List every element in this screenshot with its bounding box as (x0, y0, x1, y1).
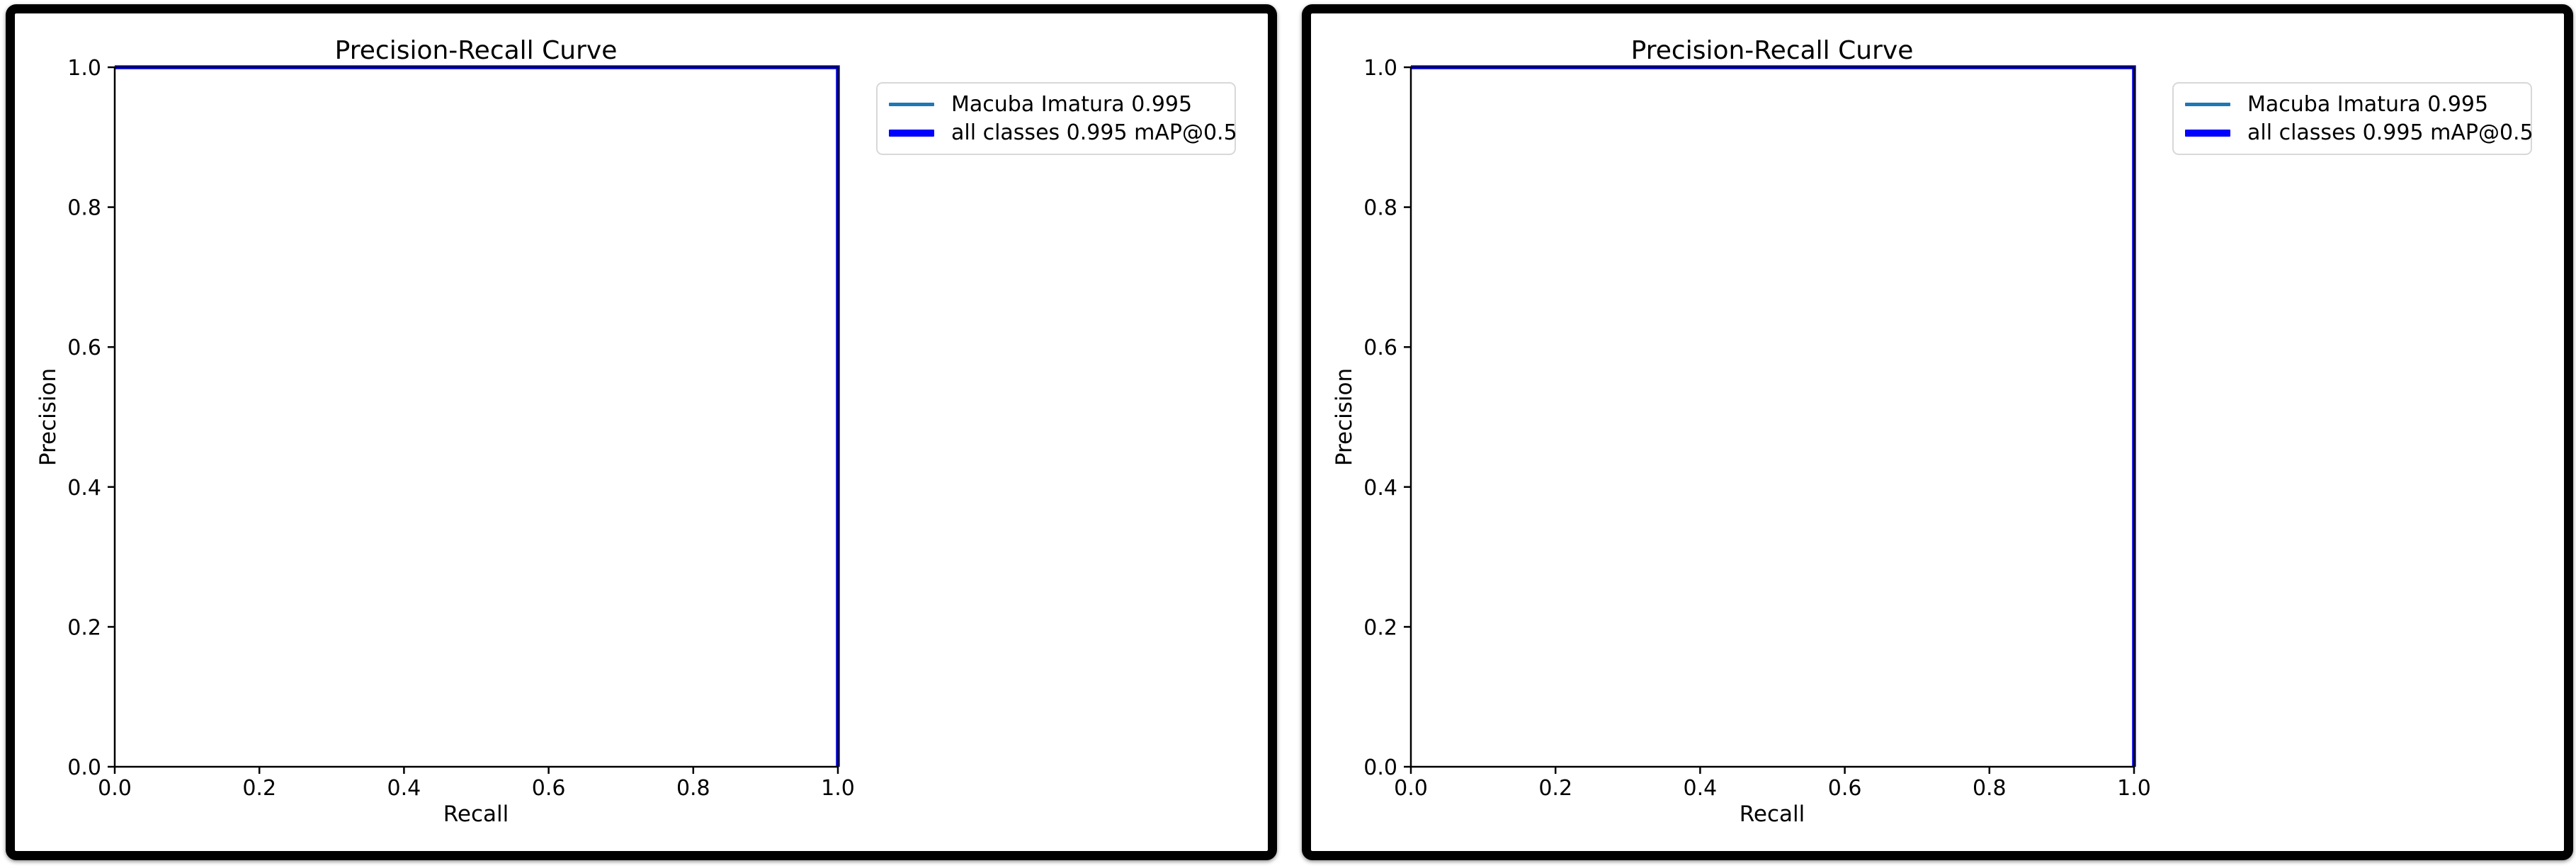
legend-line-swatch (889, 102, 934, 106)
legend-label: all classes 0.995 mAP@0.5 (2247, 120, 2534, 146)
svg-text:0.4: 0.4 (1363, 476, 1397, 501)
figure-content: 0.0 0.2 0.4 0.6 0.8 1.0 0.0 0.2 0.4 0.6 0.8 1.0 Pre… (1311, 13, 2564, 851)
pr-curve-panel-left: 0.0 0.2 0.4 0.6 0.8 1.0 0.0 0.2 0.4 0.6 0.8 1.0 Pre… (6, 4, 1277, 860)
plot-area: 0.0 0.2 0.4 0.6 0.8 1.0 0.0 0.2 0.4 0.6 0.8 1.0 (1363, 56, 2151, 801)
pr-curve-panel-right: 0.0 0.2 0.4 0.6 0.8 1.0 0.0 0.2 0.4 0.6 0.8 1.0 Pre… (1302, 4, 2573, 860)
x-axis-label: Recall (1739, 801, 1805, 827)
svg-text:0.6: 0.6 (1363, 336, 1397, 360)
svg-text:0.6: 0.6 (532, 776, 566, 801)
chart-title: Precision-Recall Curve (1630, 36, 1914, 65)
svg-text:0.8: 0.8 (67, 196, 101, 221)
svg-text:1.0: 1.0 (67, 56, 101, 81)
svg-text:0.0: 0.0 (67, 755, 101, 780)
plot-area: 0.0 0.2 0.4 0.6 0.8 1.0 0.0 0.2 0.4 0.6 0.8 1.0 (67, 56, 855, 801)
svg-text:1.0: 1.0 (1363, 56, 1397, 81)
svg-text:0.4: 0.4 (67, 476, 101, 501)
svg-text:0.6: 0.6 (1828, 776, 1862, 801)
legend-item: Macuba Imatura 0.995 (889, 92, 1223, 117)
x-axis-label: Recall (443, 801, 509, 827)
legend-label: Macuba Imatura 0.995 (951, 91, 1193, 117)
svg-text:0.2: 0.2 (1363, 615, 1397, 640)
svg-text:0.0: 0.0 (1363, 755, 1397, 780)
svg-text:0.2: 0.2 (242, 776, 276, 801)
svg-text:0.8: 0.8 (676, 776, 710, 801)
legend-line-swatch (2185, 102, 2230, 106)
svg-text:0.4: 0.4 (387, 776, 421, 801)
y-axis-label: Precision (1332, 367, 1357, 467)
legend-line-swatch (889, 129, 934, 137)
legend-box: Macuba Imatura 0.995 all classes 0.995 m… (2172, 82, 2534, 155)
svg-text:1.0: 1.0 (821, 776, 855, 801)
legend-label: Macuba Imatura 0.995 (2247, 91, 2489, 117)
y-axis-label: Precision (35, 367, 61, 467)
legend-box: Macuba Imatura 0.995 all classes 0.995 m… (876, 82, 1237, 155)
svg-text:0.8: 0.8 (1973, 776, 2007, 801)
svg-text:0.0: 0.0 (1394, 776, 1428, 801)
svg-text:0.6: 0.6 (67, 336, 101, 360)
svg-text:0.4: 0.4 (1684, 776, 1718, 801)
legend-label: all classes 0.995 mAP@0.5 (951, 120, 1237, 146)
legend-item: all classes 0.995 mAP@0.5 (889, 120, 1237, 145)
chart-title: Precision-Recall Curve (334, 36, 618, 65)
legend-line-swatch (2185, 129, 2230, 137)
svg-text:0.0: 0.0 (98, 776, 132, 801)
figure-content: 0.0 0.2 0.4 0.6 0.8 1.0 0.0 0.2 0.4 0.6 0.8 1.0 Pre… (15, 13, 1268, 851)
svg-text:1.0: 1.0 (2117, 776, 2151, 801)
svg-text:0.2: 0.2 (1538, 776, 1572, 801)
legend-item: Macuba Imatura 0.995 (2185, 92, 2519, 117)
legend-item: all classes 0.995 mAP@0.5 (2185, 120, 2534, 145)
svg-text:0.2: 0.2 (67, 615, 101, 640)
svg-text:0.8: 0.8 (1363, 196, 1397, 221)
